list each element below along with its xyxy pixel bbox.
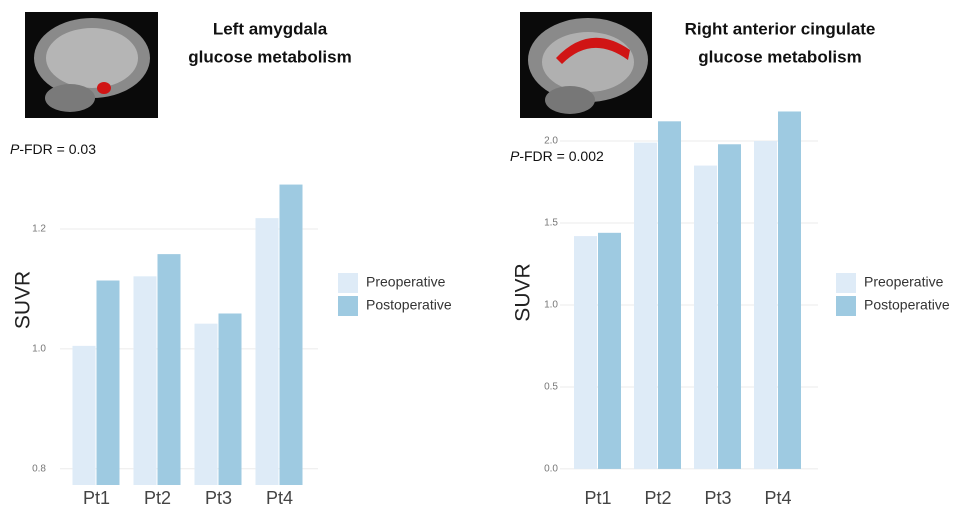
chart-title: glucose metabolism	[698, 47, 861, 66]
y-tick-label: 2.0	[544, 136, 558, 147]
x-tick-label: Pt2	[144, 488, 171, 508]
annotation: P-FDR = 0.03	[10, 141, 96, 157]
y-axis-label: SUVR	[12, 271, 35, 329]
bar	[97, 281, 120, 485]
bar	[718, 144, 741, 469]
legend-label: Postoperative	[366, 297, 452, 313]
chart-title: glucose metabolism	[188, 47, 351, 66]
legend-swatch	[338, 296, 358, 316]
brain-image-right	[520, 12, 652, 118]
x-tick-label: Pt2	[644, 488, 671, 508]
bar	[158, 254, 181, 485]
x-tick-label: Pt4	[266, 488, 293, 508]
legend-swatch	[836, 296, 856, 316]
x-tick-label: Pt3	[704, 488, 731, 508]
brain-image-left	[25, 12, 158, 118]
bar	[134, 276, 157, 485]
legend-label: Preoperative	[366, 274, 446, 290]
x-tick-label: Pt3	[205, 488, 232, 508]
bar	[634, 143, 657, 469]
legend-swatch	[836, 273, 856, 293]
bar	[219, 313, 242, 485]
bar	[658, 121, 681, 469]
y-tick-label: 1.5	[544, 218, 558, 229]
figure: 0.8 1.0 1.2 Pt1 Pt2 Pt3 Pt4 SUVR Preoperative Pos…	[0, 0, 972, 510]
bar	[73, 346, 96, 485]
chart-title: Left amygdala	[213, 19, 328, 38]
bar	[598, 233, 621, 469]
y-axis-label: SUVR	[512, 263, 535, 321]
page: {"chart_data": [ {"type": "bar", "title"…	[0, 0, 972, 510]
legend-label: Preoperative	[864, 274, 944, 290]
bar	[256, 218, 279, 485]
y-tick-label: 1.2	[32, 224, 46, 235]
bar	[574, 236, 597, 469]
y-tick-label: 1.0	[32, 344, 46, 355]
legend-label: Postoperative	[864, 297, 950, 313]
chart-title: Right anterior cingulate	[685, 19, 876, 38]
y-tick-label: 0.5	[544, 382, 558, 393]
bar	[694, 166, 717, 469]
bar	[778, 111, 801, 468]
x-tick-label: Pt1	[584, 488, 611, 508]
y-tick-label: 1.0	[544, 300, 558, 311]
legend-swatch	[338, 273, 358, 293]
x-tick-label: Pt4	[764, 488, 791, 508]
annotation: P-FDR = 0.002	[510, 148, 604, 164]
bar	[754, 141, 777, 469]
x-tick-label: Pt1	[83, 488, 110, 508]
bar	[280, 185, 303, 485]
y-tick-label: 0.0	[544, 464, 558, 475]
y-tick-label: 0.8	[32, 463, 46, 474]
bar	[195, 324, 218, 485]
